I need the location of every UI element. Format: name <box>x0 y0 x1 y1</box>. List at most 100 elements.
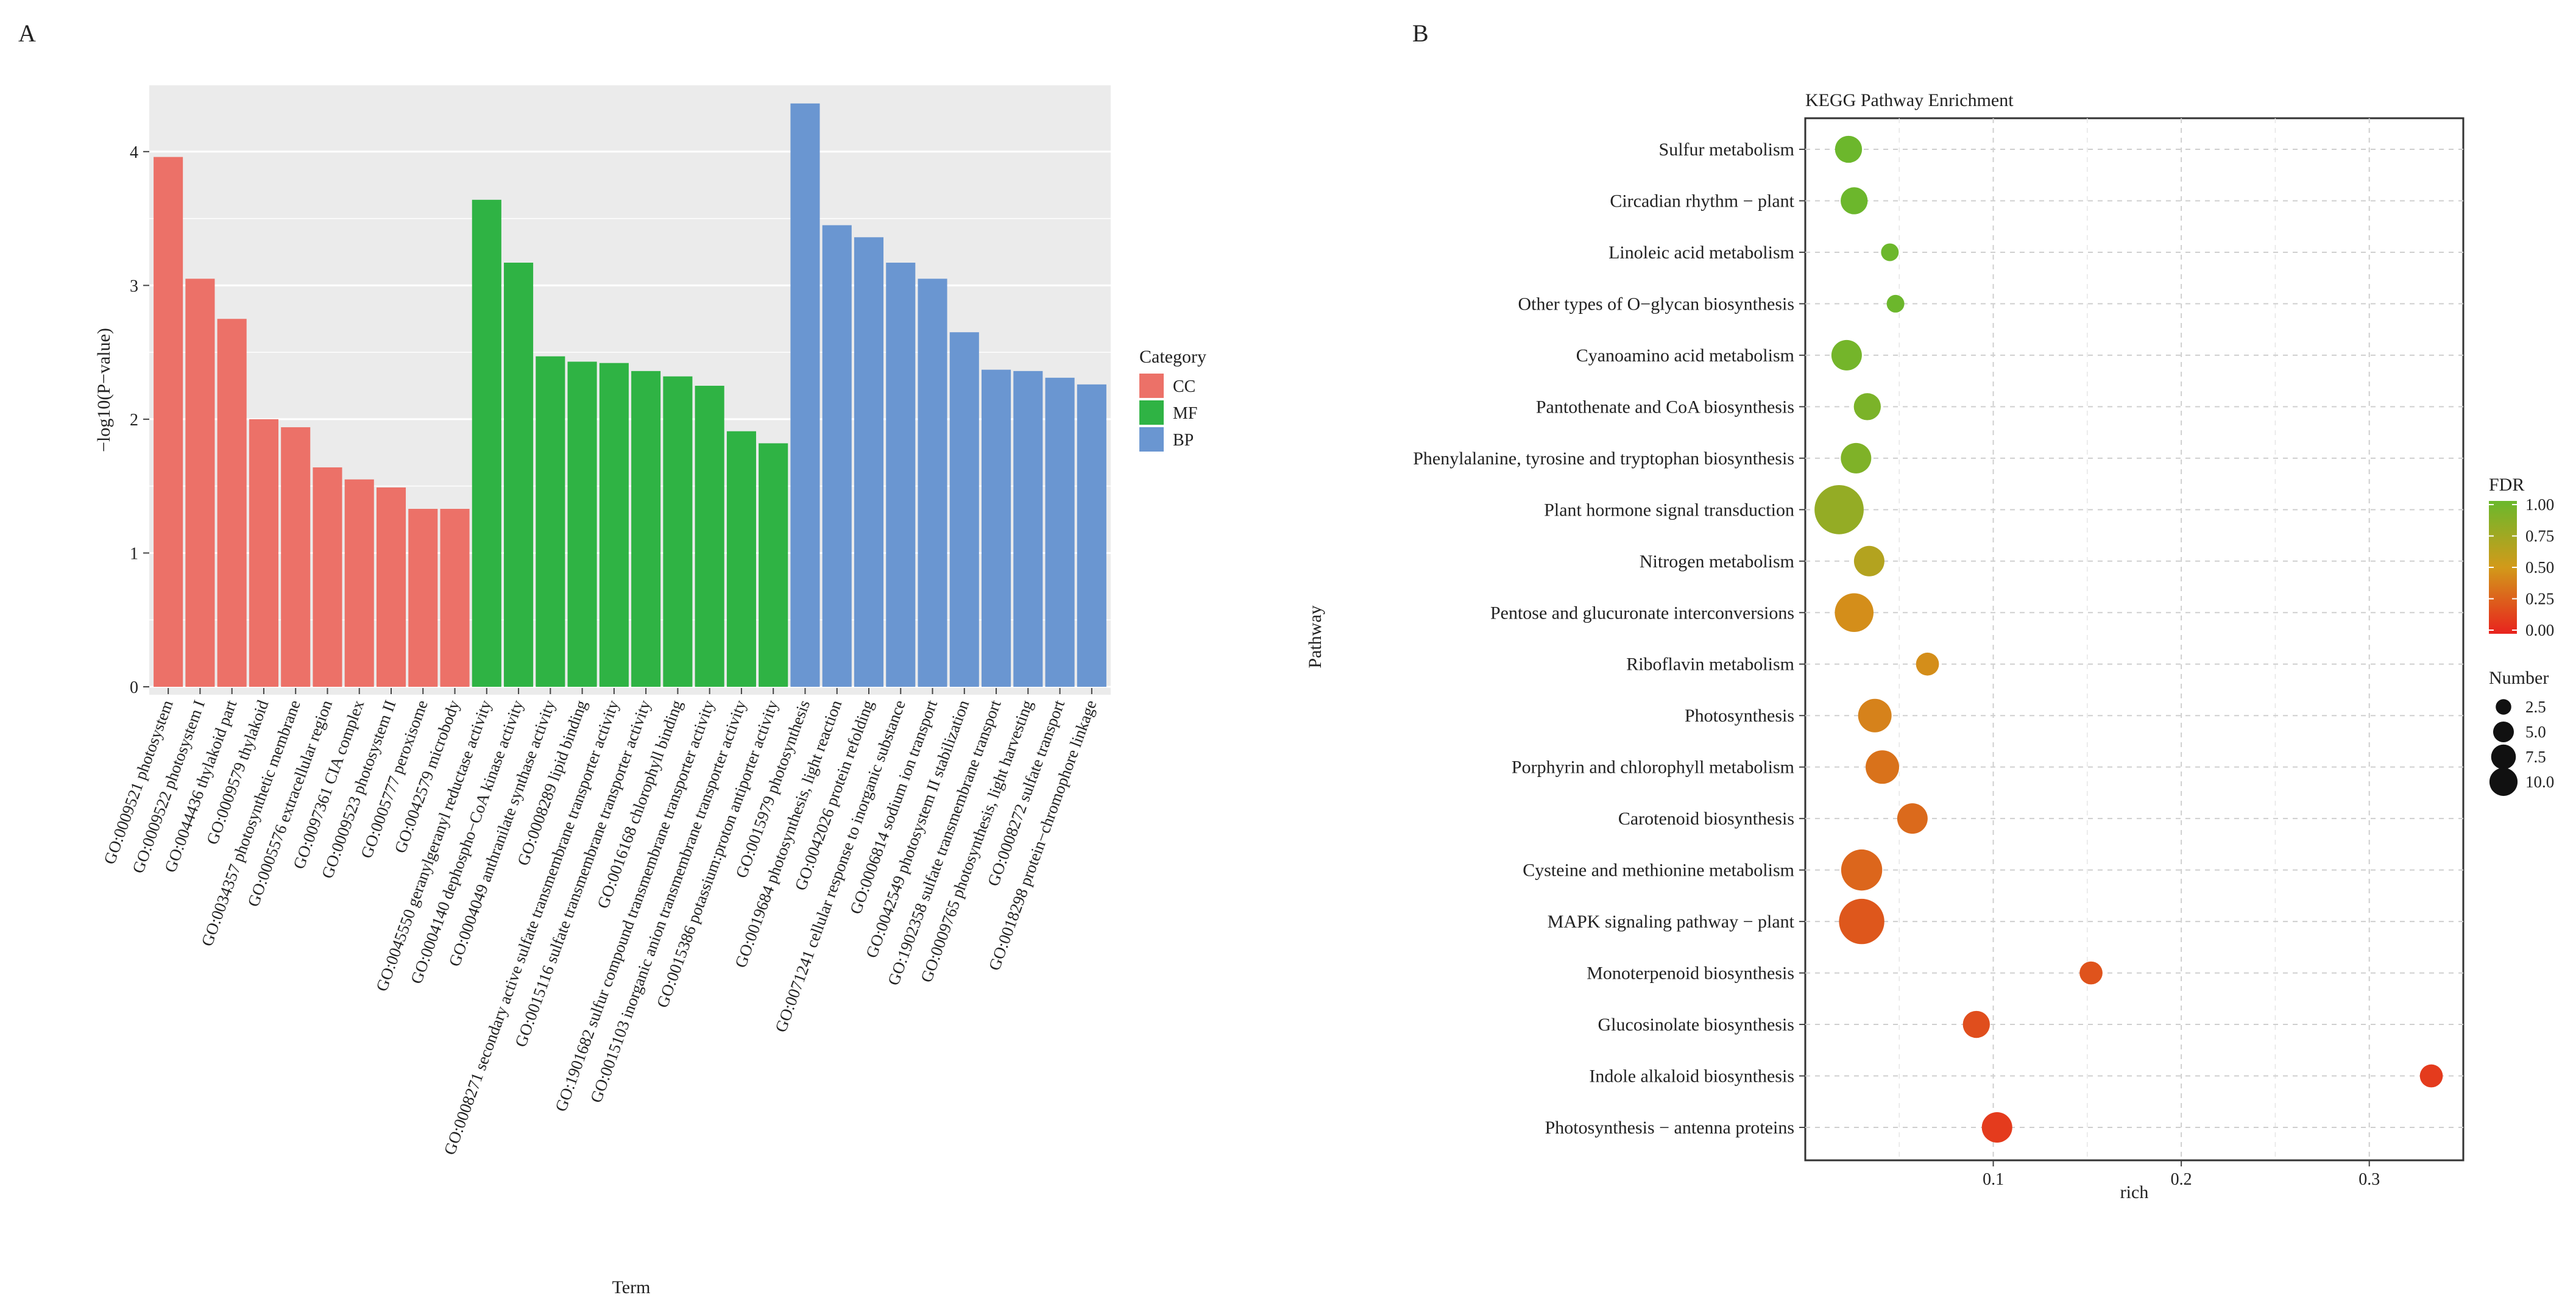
pathway-label: Riboflavin metabolism <box>1626 654 1794 675</box>
y-tick-label: 0 <box>130 678 138 697</box>
bubble <box>1886 294 1905 313</box>
bar <box>313 467 342 687</box>
bubble <box>1962 1010 1990 1038</box>
pathway-label: Pentose and glucuronate interconversions <box>1490 603 1794 623</box>
bar <box>918 278 947 687</box>
bubble <box>1814 484 1864 534</box>
bubble-grid <box>1805 118 2463 1160</box>
bar <box>344 479 374 687</box>
bar <box>536 356 565 687</box>
bar <box>440 508 470 687</box>
bubble <box>1841 849 1883 891</box>
pathway-labels: Sulfur metabolism Circadian rhythm − plan… <box>1413 140 1805 1138</box>
colorbar-label: 0.00 <box>2525 621 2554 639</box>
y-tick-label: 2 <box>130 411 138 430</box>
bar <box>249 419 278 687</box>
bar <box>408 508 438 687</box>
bubble <box>1831 339 1862 371</box>
bubble <box>1839 898 1884 945</box>
pathway-label: MAPK signaling pathway − plant <box>1548 912 1795 932</box>
size-legend-label: 7.5 <box>2525 748 2546 766</box>
pathway-label: Indole alkaloid biosynthesis <box>1589 1066 1794 1087</box>
bar <box>886 263 916 687</box>
y-tick-label: 1 <box>130 544 138 563</box>
legend-title: Category <box>1139 347 1206 367</box>
bar <box>695 386 724 687</box>
legend-swatch <box>1139 374 1164 398</box>
bubble <box>1916 652 1939 676</box>
bar <box>663 376 693 687</box>
pathway-label: Circadian rhythm − plant <box>1610 191 1794 211</box>
fdr-legend: FDR 1.00 0.75 0.50 0.25 0.00 <box>2489 475 2554 639</box>
legend-swatch <box>1139 427 1164 452</box>
legend-label: BP <box>1173 431 1194 450</box>
x-tick-label: 0.2 <box>2171 1170 2192 1189</box>
x-axis-title: Term <box>612 1277 651 1297</box>
bar <box>1077 384 1106 687</box>
size-legend-label: 10.0 <box>2525 773 2554 791</box>
bar <box>154 157 183 687</box>
pathway-label: Other types of O−glycan biosynthesis <box>1518 294 1794 314</box>
bubble <box>1866 750 1899 784</box>
bar <box>504 263 534 687</box>
bar <box>599 363 629 687</box>
size-legend-dot <box>2491 744 2516 770</box>
colorbar-label: 0.25 <box>2525 590 2554 608</box>
bubble <box>1981 1112 2012 1143</box>
bar <box>822 225 852 687</box>
bar <box>759 443 788 687</box>
fdr-legend-title: FDR <box>2489 475 2524 495</box>
bar <box>1045 377 1075 687</box>
bar <box>185 278 215 687</box>
y-tick-label: 3 <box>130 277 138 296</box>
colorbar-label: 1.00 <box>2525 495 2554 514</box>
bubble <box>1835 135 1863 163</box>
pathway-label: Nitrogen metabolism <box>1640 552 1794 572</box>
bar <box>567 361 597 687</box>
pathway-label: Photosynthesis − antenna proteins <box>1545 1118 1794 1138</box>
bars <box>154 103 1106 687</box>
bubbles <box>1814 135 2443 1143</box>
pathway-label: Phenylalanine, tyrosine and tryptophan b… <box>1413 449 1794 469</box>
kegg-bubble-chart: KEGG Pathway Enrichment Sulfur metabolis… <box>1305 90 2554 1202</box>
bar <box>949 332 979 687</box>
pathway-label: Pantothenate and CoA biosynthesis <box>1536 397 1794 417</box>
size-legend-label: 5.0 <box>2525 723 2546 741</box>
chart-title: KEGG Pathway Enrichment <box>1805 90 2014 110</box>
bar <box>472 199 501 687</box>
bubble <box>1881 243 1899 261</box>
pathway-label: Plant hormone signal transduction <box>1544 500 1794 520</box>
size-legend-dot <box>2489 767 2518 796</box>
y-axis-title: Pathway <box>1305 605 1325 668</box>
y-axis-title: −log10(P−value) <box>94 328 114 452</box>
bubble <box>2079 961 2103 985</box>
pathway-label: Sulfur metabolism <box>1659 140 1794 160</box>
bubble <box>1841 442 1872 474</box>
pathway-label: Carotenoid biosynthesis <box>1618 809 1794 829</box>
bubble <box>2419 1064 2443 1088</box>
bubble <box>1841 187 1868 215</box>
bubble <box>1853 545 1884 576</box>
bar <box>726 431 756 687</box>
y-tick-label: 4 <box>130 143 138 162</box>
category-legend: Category CC MF BP <box>1139 347 1206 452</box>
pathway-label: Cyanoamino acid metabolism <box>1576 346 1794 366</box>
legend-label: MF <box>1173 404 1197 423</box>
bar <box>631 371 661 687</box>
pathway-label: Cysteine and methionine metabolism <box>1523 860 1794 881</box>
bar <box>854 237 884 687</box>
x-tick-label: 0.1 <box>1983 1170 2004 1189</box>
bar <box>1013 371 1043 687</box>
bar <box>982 369 1011 687</box>
bubble <box>1835 593 1874 633</box>
size-legend-dot <box>2493 721 2514 743</box>
bubble <box>1858 698 1892 733</box>
size-legend-dot <box>2496 699 2511 715</box>
x-tick-label: 0.3 <box>2358 1170 2380 1189</box>
pathway-label: Glucosinolate biosynthesis <box>1598 1015 1794 1035</box>
pathway-label: Photosynthesis <box>1685 706 1794 726</box>
colorbar-label: 0.50 <box>2525 558 2554 576</box>
